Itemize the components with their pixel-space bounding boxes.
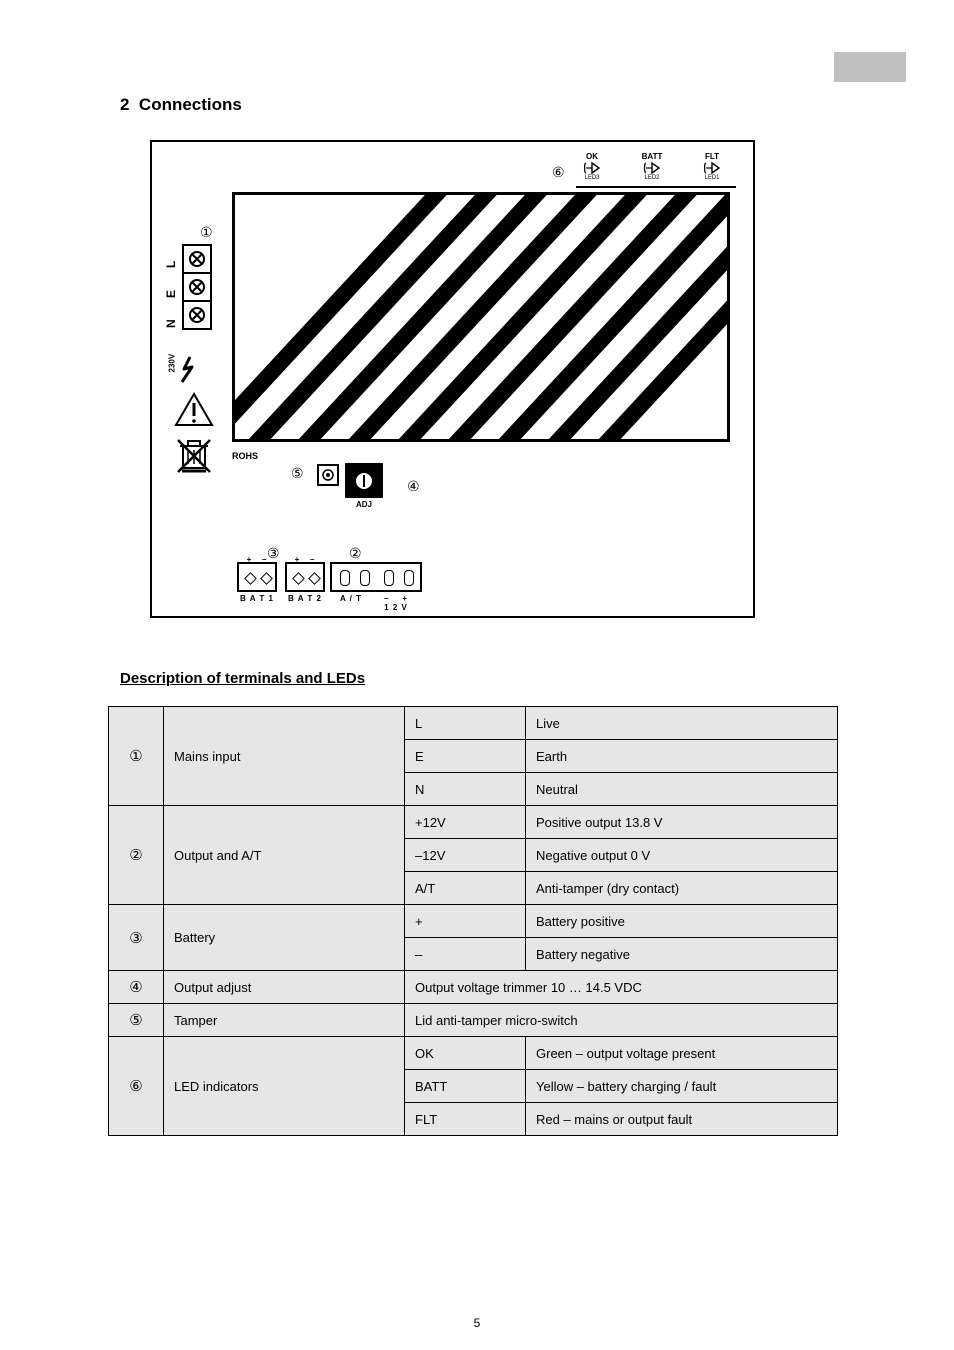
row-name: Output adjust <box>164 971 405 1004</box>
connector-bat2 <box>285 562 325 592</box>
callout-4: ④ <box>407 478 420 495</box>
led-batt-sub: LED2 <box>632 175 672 181</box>
label-12v: – + 1 2 V <box>374 594 418 612</box>
page: 2 Connections ① ② ③ ④ ⑤ ⑥ OK LED3 BA <box>0 0 954 1350</box>
led-icon <box>642 161 662 175</box>
cell-pin: FLT <box>405 1103 526 1136</box>
terminal-L-label: L <box>164 254 178 268</box>
row-num: ② <box>109 806 164 905</box>
cell-pin: N <box>405 773 526 806</box>
label-bat1: B A T 1 <box>239 594 275 603</box>
callout-1: ① <box>200 224 213 241</box>
trimmer-knob-icon <box>356 473 372 489</box>
cell-desc: Live <box>526 707 838 740</box>
screw-icon <box>188 306 206 324</box>
cell-pin: L <box>405 707 526 740</box>
cell-wide: Output voltage trimmer 10 … 14.5 VDC <box>405 971 838 1004</box>
cell-desc: Yellow – battery charging / fault <box>526 1070 838 1103</box>
cell-desc: Positive output 13.8 V <box>526 806 838 839</box>
terminal-L <box>182 244 212 274</box>
led-icon <box>702 161 722 175</box>
cell-desc: Battery positive <box>526 905 838 938</box>
cell-pin: + <box>405 905 526 938</box>
section-heading: 2 Connections <box>120 95 242 115</box>
cell-pin: –12V <box>405 839 526 872</box>
label-at: A / T <box>334 594 368 603</box>
cell-pin: OK <box>405 1037 526 1070</box>
cell-pin: A/T <box>405 872 526 905</box>
cell-desc: Red – mains or output fault <box>526 1103 838 1136</box>
led-ok-label: OK <box>572 152 612 161</box>
row-num: ⑤ <box>109 1004 164 1037</box>
cell-desc: Anti-tamper (dry contact) <box>526 872 838 905</box>
bat1-polarity: + – <box>237 555 277 564</box>
terminal-N-label: N <box>164 314 178 328</box>
weee-bin-icon <box>174 434 214 474</box>
high-voltage-icon <box>176 356 204 384</box>
screw-icon <box>321 468 335 482</box>
table-row: ⑤ Tamper Lid anti-tamper micro-switch <box>109 1004 838 1037</box>
led-batt: BATT LED2 <box>632 152 672 181</box>
cell-pin: +12V <box>405 806 526 839</box>
table-row: ④ Output adjust Output voltage trimmer 1… <box>109 971 838 1004</box>
tamper-switch <box>317 464 339 486</box>
section-title-text: Connections <box>139 95 242 114</box>
cell-pin: E <box>405 740 526 773</box>
callout-2: ② <box>349 545 362 562</box>
page-number: 5 <box>0 1316 954 1330</box>
row-name: Tamper <box>164 1004 405 1037</box>
cell-desc: Green – output voltage present <box>526 1037 838 1070</box>
led-flt: FLT LED1 <box>692 152 732 181</box>
label-bat2: B A T 2 <box>287 594 323 603</box>
bat2-polarity: + – <box>285 555 325 564</box>
row-num: ⑥ <box>109 1037 164 1136</box>
cell-wide: Lid anti-tamper micro-switch <box>405 1004 838 1037</box>
cell-pin: BATT <box>405 1070 526 1103</box>
vent-panel <box>232 192 730 442</box>
cell-desc: Earth <box>526 740 838 773</box>
row-name: Mains input <box>164 707 405 806</box>
connector-bat1 <box>237 562 277 592</box>
row-num: ④ <box>109 971 164 1004</box>
section-number: 2 <box>120 95 129 114</box>
callout-5: ⑤ <box>291 465 304 482</box>
hatch-icon <box>235 195 730 442</box>
table-row: ③ Battery + Battery positive <box>109 905 838 938</box>
cell-desc: Negative output 0 V <box>526 839 838 872</box>
led-flt-sub: LED1 <box>692 175 732 181</box>
led-underline <box>576 186 736 188</box>
table-row: ⑥ LED indicators OK Green – output volta… <box>109 1037 838 1070</box>
spec-table: ① Mains input L Live E Earth N Neutral ②… <box>108 706 838 1136</box>
cell-desc: Battery negative <box>526 938 838 971</box>
table-heading: Description of terminals and LEDs <box>120 670 365 687</box>
led-ok: OK LED3 <box>572 152 612 181</box>
terminal-N <box>182 300 212 330</box>
row-name: Battery <box>164 905 405 971</box>
adj-label: ADJ <box>356 500 372 509</box>
terminal-E <box>182 272 212 302</box>
led-icon <box>582 161 602 175</box>
row-name: LED indicators <box>164 1037 405 1136</box>
screw-icon <box>188 278 206 296</box>
warning-triangle-icon <box>174 392 214 428</box>
cell-pin: – <box>405 938 526 971</box>
terminal-E-label: E <box>164 284 178 298</box>
row-num: ① <box>109 707 164 806</box>
table-row: ① Mains input L Live <box>109 707 838 740</box>
output-adjust-trimmer <box>345 463 383 498</box>
screw-icon <box>188 250 206 268</box>
row-num: ③ <box>109 905 164 971</box>
row-name: Output and A/T <box>164 806 405 905</box>
table-row: ② Output and A/T +12V Positive output 13… <box>109 806 838 839</box>
rohs-label: ROHS <box>232 451 258 461</box>
led-flt-label: FLT <box>692 152 732 161</box>
mains-terminal-block: L E N 230V <box>182 244 222 328</box>
led-ok-sub: LED3 <box>572 175 612 181</box>
connector-output <box>330 562 422 592</box>
page-edge-tab <box>834 52 906 82</box>
led-batt-label: BATT <box>632 152 672 161</box>
cell-desc: Neutral <box>526 773 838 806</box>
callout-6: ⑥ <box>552 164 565 181</box>
wiring-diagram: ① ② ③ ④ ⑤ ⑥ OK LED3 BATT <box>150 140 755 618</box>
